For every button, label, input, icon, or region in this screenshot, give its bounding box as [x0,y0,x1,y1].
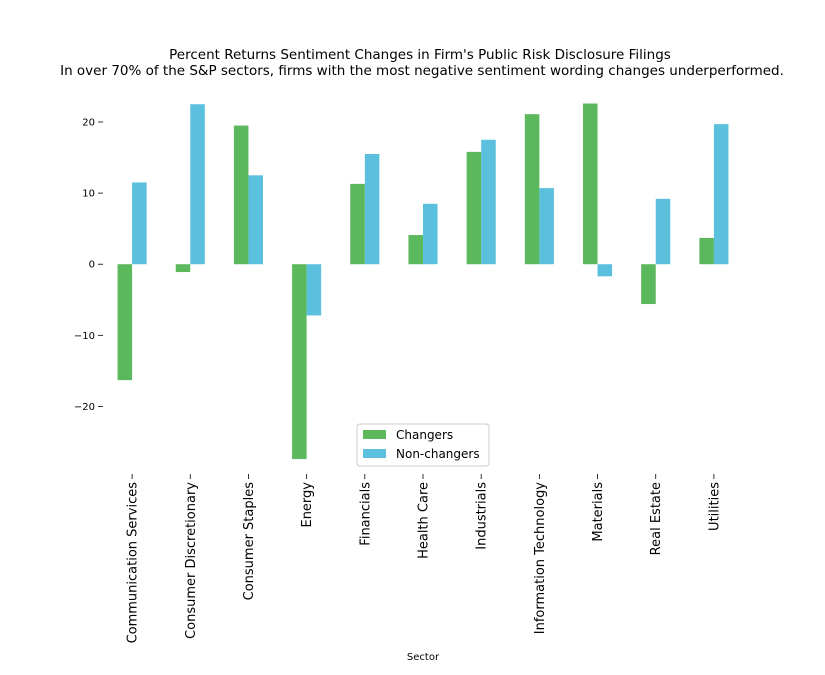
legend-frame [356,423,490,467]
bar-changers-7 [524,114,540,265]
x-tick-label-2: Consumer Staples [242,482,257,601]
y-tick-label-0: −20 [74,402,95,413]
y-tick-label-4: 20 [82,118,95,129]
bar-changers-1 [175,264,191,273]
bar-non-changers-1 [190,104,205,265]
y-tick-label-2: 0 [89,260,95,271]
chart-subtitle: In over 70% of the S&P sectors, firms wi… [60,63,784,79]
x-tick-label-1: Consumer Discretionary [184,482,199,639]
x-tick-label-6: Industrials [475,482,490,550]
x-tick-label-7: Information Technology [533,482,548,635]
bar-changers-5 [408,235,423,265]
bar-changers-6 [466,151,482,265]
legend-swatch-changers [363,430,386,439]
bar-changers-8 [583,103,598,265]
bar-non-changers-8 [597,264,613,277]
y-tick-label-3: 10 [82,189,95,200]
y-tick-label-1: −10 [74,331,95,342]
x-tick-label-0: Communication Services [126,482,141,644]
y-axis: −20 −10 0 10 20 [74,118,103,413]
bar-changers-0 [117,264,133,381]
x-tick-label-4: Financials [358,482,373,546]
legend-label-changers: Changers [396,428,453,442]
bar-non-changers-2 [248,175,263,265]
x-tick-label-9: Real Estate [649,482,664,555]
bar-non-changers-3 [306,264,322,316]
x-axis-label: Sector [407,652,440,663]
bar-non-changers-0 [132,182,147,265]
bar-changers-9 [641,264,656,305]
legend: Changers Non-changers [356,423,490,467]
legend-swatch-non-changers [363,449,386,458]
bar-non-changers-4 [364,154,380,265]
x-tick-label-3: Energy [300,482,315,528]
bar-non-changers-6 [481,139,496,265]
bar-changers-4 [350,183,365,265]
legend-label-non-changers: Non-changers [396,447,480,461]
bar-non-changers-10 [713,124,729,265]
bar-changers-2 [233,125,249,265]
bar-changers-3 [292,264,307,460]
bar-changers-10 [699,237,714,265]
bar-non-changers-7 [539,188,554,265]
chart-title: Percent Returns Sentiment Changes in Fir… [169,47,671,63]
x-tick-label-10: Utilities [707,482,722,531]
x-axis: Communication Services Consumer Discretio… [126,474,722,644]
x-tick-label-8: Materials [591,482,606,542]
bar-non-changers-9 [655,198,671,265]
bars-layer [117,103,729,460]
bar-non-changers-5 [423,203,438,265]
x-tick-label-5: Health Care [417,482,432,559]
